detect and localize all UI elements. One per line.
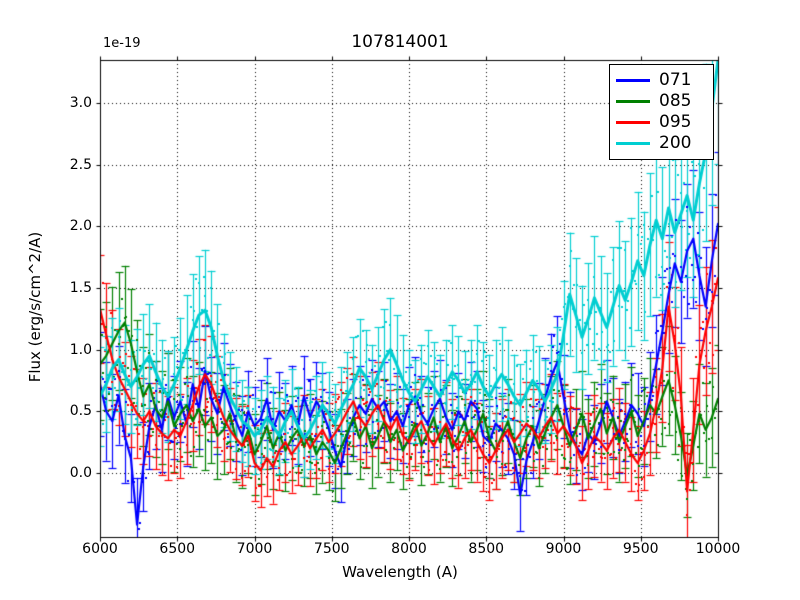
- y-tick-label-3: 1.5: [69, 280, 92, 297]
- x-tick-label-8: 10000: [695, 541, 741, 557]
- x-tick-label-5: 8500: [468, 541, 505, 557]
- chart-title: 107814001: [351, 32, 449, 52]
- y-axis-offset-label: 1e-19: [103, 36, 141, 51]
- x-tick-label-3: 7500: [313, 541, 350, 557]
- legend-item-095: 095: [610, 113, 713, 133]
- legend: 071 085 095 200: [609, 64, 714, 160]
- x-tick-label-0: 6000: [82, 541, 118, 557]
- y-tick-label-6: 3.0: [69, 95, 92, 112]
- legend-label-085: 085: [659, 91, 692, 111]
- x-tick-label-1: 6500: [159, 541, 196, 557]
- x-tick-label-7: 9500: [622, 541, 659, 557]
- y-tick-label-2: 1.0: [69, 341, 92, 358]
- x-tick-label-2: 7000: [236, 541, 273, 557]
- legend-swatch-095: [616, 121, 650, 124]
- x-tick-label-4: 8000: [391, 541, 427, 557]
- y-tick-label-4: 2.0: [69, 218, 92, 235]
- y-tick-label-5: 2.5: [69, 156, 92, 173]
- legend-label-095: 095: [659, 112, 692, 132]
- legend-item-071: 071: [610, 71, 713, 91]
- legend-swatch-085: [616, 100, 650, 103]
- y-tick-label-1: 0.5: [69, 403, 92, 420]
- legend-swatch-200: [616, 142, 650, 145]
- y-axis-label: Flux (erg/s/cm^2/A): [26, 231, 44, 383]
- legend-label-200: 200: [659, 133, 692, 153]
- legend-swatch-071: [616, 79, 650, 82]
- x-tick-label-6: 9000: [545, 541, 582, 557]
- legend-item-085: 085: [610, 92, 713, 112]
- y-tick-label-0: 0.0: [69, 464, 92, 481]
- legend-item-200: 200: [610, 134, 713, 154]
- x-axis-label: Wavelength (A): [342, 563, 458, 581]
- legend-label-071: 071: [659, 70, 692, 90]
